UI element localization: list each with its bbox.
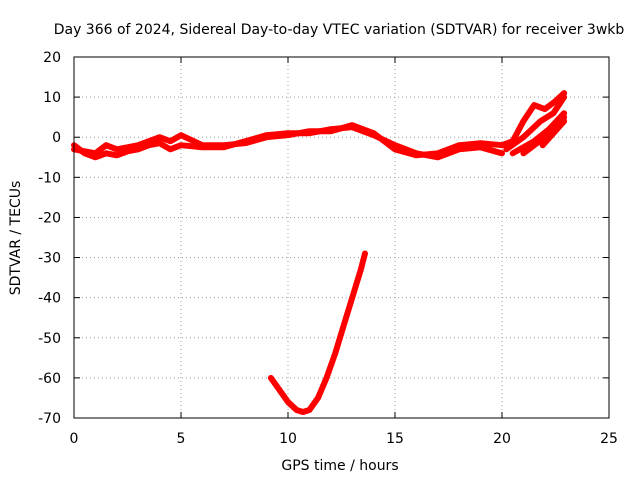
x-tick-label: 25 [600, 431, 618, 447]
y-tick-label: -30 [38, 251, 61, 267]
y-tick-label: -10 [38, 170, 61, 186]
series-dip-arc [267, 250, 368, 415]
series-evening-rise-2 [503, 94, 568, 153]
y-axis-label: SDTVAR / TECUs [8, 181, 24, 296]
x-axis-label: GPS time / hours [281, 458, 398, 474]
x-tick-label: 5 [177, 431, 186, 447]
x-tick-label: 0 [70, 431, 79, 447]
y-tick-label: -50 [38, 331, 61, 347]
y-tick-label: -70 [38, 411, 61, 427]
x-tick-label: 10 [279, 431, 297, 447]
x-tick-label: 20 [493, 431, 511, 447]
y-tick-label: 0 [52, 130, 61, 146]
plot-frame [73, 56, 610, 419]
series-main-band-2 [71, 124, 505, 161]
series-evening-segment-4 [520, 114, 568, 157]
y-tick-label: -20 [38, 210, 61, 226]
series-layer [71, 90, 568, 415]
chart-title: Day 366 of 2024, Sidereal Day-to-day VTE… [54, 22, 625, 38]
y-tick-label: -40 [38, 291, 61, 307]
y-tick-label: 10 [43, 90, 61, 106]
grid [74, 57, 609, 418]
x-tick-label: 15 [386, 431, 404, 447]
series-evening-segment-5 [539, 118, 568, 149]
y-tick-label: -60 [38, 371, 61, 387]
y-tick-label: 20 [43, 50, 61, 66]
ticks: 0 5 10 15 20 25 -70 -60 -50 -40 -30 -20 -10 0 10 20 [38, 50, 618, 447]
